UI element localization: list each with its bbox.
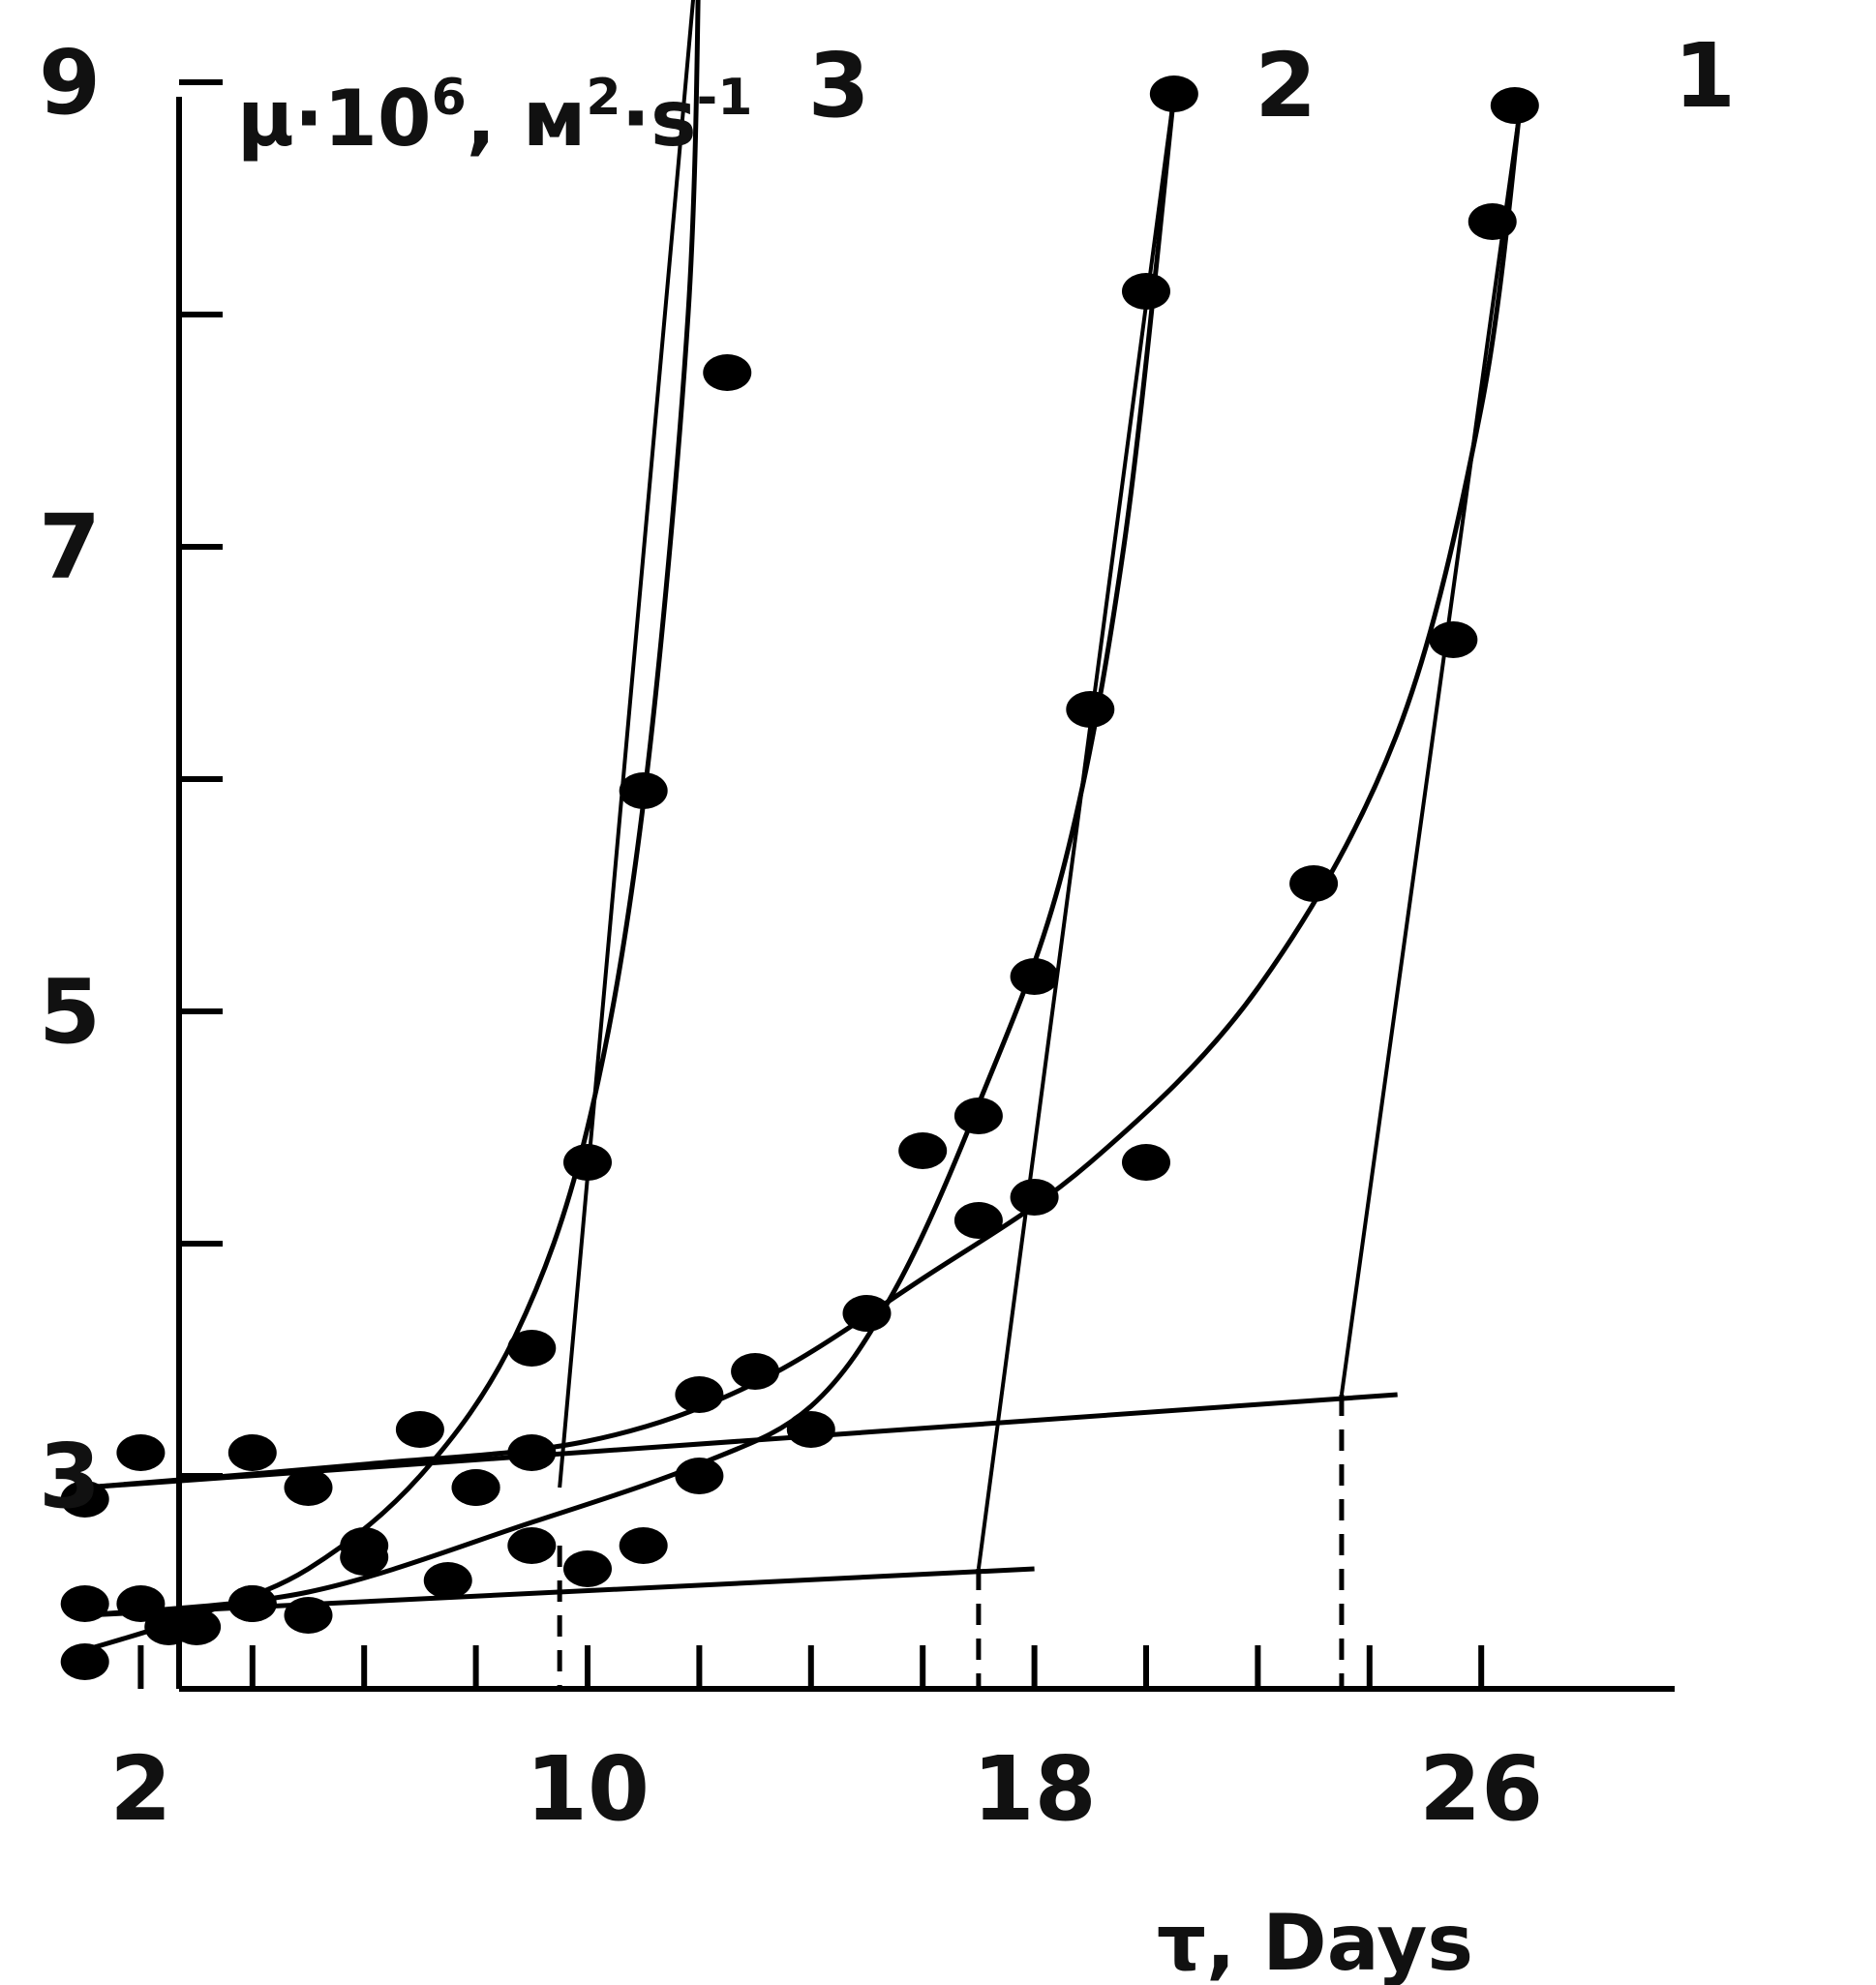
tick-labels: 3 5 7 9 2 10 18 26 3 2 1	[39, 24, 1736, 1841]
data-point-series-3	[227, 1585, 277, 1622]
y-axis-label: μ·106, м2·s-1	[237, 69, 752, 164]
data-point-series-1	[675, 1376, 724, 1413]
data-point-series-1	[1010, 1179, 1059, 1216]
data-point-series-2	[563, 1550, 612, 1587]
data-point-series-1	[1490, 87, 1539, 124]
data-point-series-1	[507, 1434, 557, 1471]
data-point-series-1	[284, 1469, 333, 1506]
data-point-series-3	[451, 1469, 500, 1506]
data-point-series-2	[898, 1132, 948, 1169]
curve-label-1: 1	[1674, 24, 1736, 128]
axes	[137, 79, 1675, 1692]
data-point-series-1	[60, 1481, 109, 1518]
data-point-series-1	[953, 1202, 1003, 1239]
curve-label-3: 3	[808, 34, 870, 137]
data-point-series-2	[675, 1458, 724, 1494]
data-point-series-2	[423, 1562, 472, 1599]
data-point-series-1	[731, 1353, 780, 1390]
data-point-series-3	[619, 772, 668, 809]
tangent-line	[976, 93, 1176, 1570]
data-point-series-1	[1289, 865, 1339, 902]
data-point-series-3	[340, 1527, 389, 1564]
y-tick-label: 7	[39, 496, 101, 599]
data-point-series-2	[1149, 75, 1198, 112]
data-point-series-3	[60, 1643, 109, 1680]
data-point-series-2	[1122, 273, 1170, 310]
tangent-line	[558, 0, 696, 1489]
data-point-series-2	[284, 1597, 333, 1634]
data-point-series-2	[1010, 958, 1059, 995]
x-tick-label: 10	[526, 1737, 650, 1841]
data-point-series-1	[1429, 621, 1478, 658]
data-point-series-3	[116, 1585, 166, 1622]
data-points	[60, 75, 1539, 1680]
data-point-series-2	[507, 1527, 557, 1564]
data-point-series-3	[507, 1330, 557, 1367]
data-point-series-2	[60, 1585, 109, 1622]
data-point-series-1	[1468, 203, 1517, 240]
data-point-series-1	[842, 1295, 892, 1332]
y-tick-label: 5	[39, 960, 101, 1064]
y-tick-label: 3	[39, 1425, 101, 1528]
data-point-series-3	[703, 354, 752, 391]
x-tick-label: 18	[973, 1737, 1097, 1841]
x-axis-label: τ, Days	[1157, 1898, 1473, 1985]
data-point-series-2	[619, 1527, 668, 1564]
data-point-series-2	[953, 1098, 1003, 1134]
curve-label-2: 2	[1255, 34, 1316, 137]
series-curve-1	[84, 105, 1524, 1490]
x-tick-label: 26	[1419, 1737, 1543, 1841]
data-point-series-1	[227, 1434, 277, 1471]
data-point-series-3	[563, 1144, 612, 1181]
data-point-series-3	[172, 1609, 222, 1645]
data-point-series-1	[116, 1434, 166, 1471]
series-curve-2	[84, 93, 1177, 1618]
data-point-series-1	[395, 1411, 444, 1448]
tangent-line	[1339, 105, 1523, 1396]
y-tick-label: 9	[39, 31, 101, 135]
data-point-series-1	[1122, 1144, 1170, 1181]
data-point-series-2	[1066, 691, 1115, 728]
x-tick-label: 2	[109, 1737, 171, 1841]
data-point-series-2	[786, 1411, 835, 1448]
